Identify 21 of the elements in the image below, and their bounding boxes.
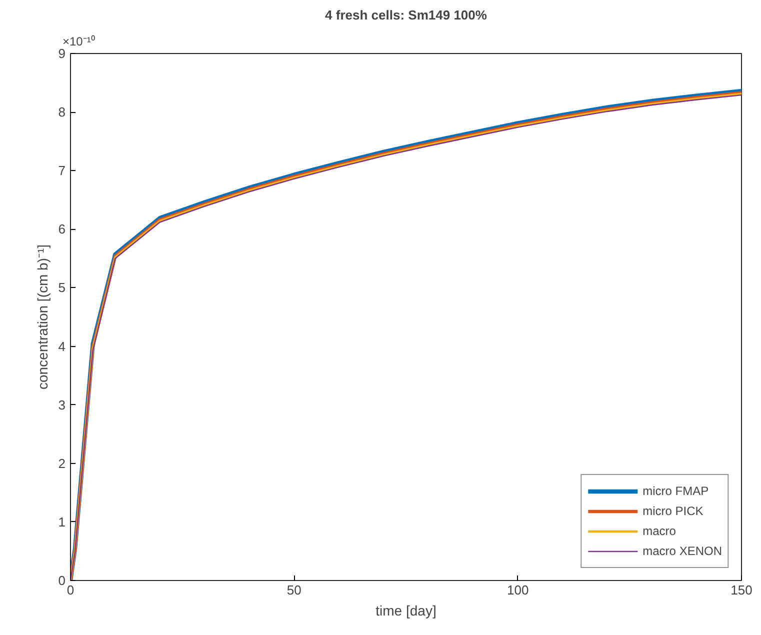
y-tick-label: 4 <box>58 338 66 354</box>
y-tick-label: 6 <box>58 222 66 237</box>
legend-label: micro FMAP <box>642 484 709 498</box>
x-tick-label: 50 <box>286 582 302 598</box>
chart-title: 4 fresh cells: Sm149 100% <box>325 8 488 22</box>
legend-label: macro XENON <box>642 544 722 558</box>
y-tick-label: 1 <box>58 514 66 530</box>
y-tick-label: 9 <box>58 46 66 61</box>
y-tick-label: 7 <box>58 163 66 178</box>
x-axis-title: time [day] <box>376 602 436 618</box>
x-tick-label: 150 <box>730 582 752 598</box>
y-tick-label: 0 <box>58 573 66 588</box>
y-tick-label: 2 <box>58 456 66 471</box>
legend-label: micro PICK <box>642 504 704 518</box>
text: ×10⁻¹⁰ <box>62 34 95 48</box>
y-tick-label: 3 <box>58 397 66 412</box>
y-tick-label: 8 <box>58 104 66 120</box>
x-tick-label: 100 <box>506 582 529 598</box>
y-axis-title: concentration [(cm b)⁻¹] <box>34 244 50 390</box>
legend-label: macro <box>642 524 676 538</box>
y-tick-label: 5 <box>58 280 66 296</box>
